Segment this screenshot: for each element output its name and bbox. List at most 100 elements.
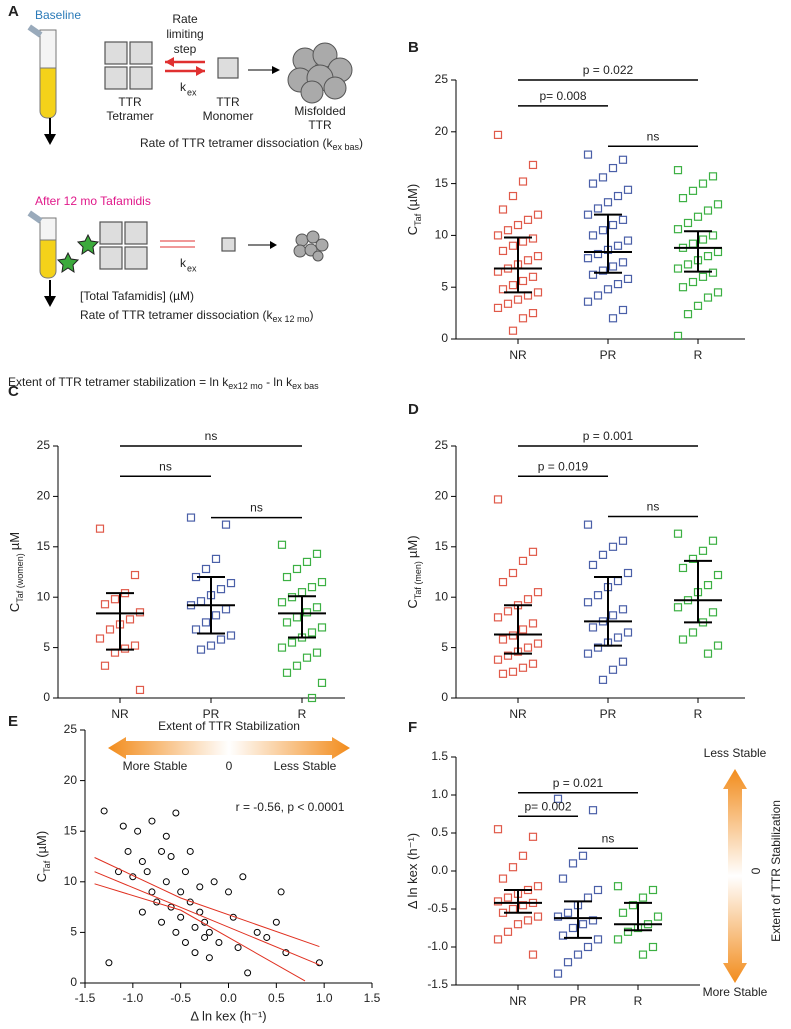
dot (533, 252, 543, 261)
y-tick-label: 1.0 (431, 787, 448, 801)
point (234, 944, 242, 952)
dot (523, 595, 533, 604)
dot (105, 625, 115, 634)
y-tick-label: 15 (37, 539, 51, 553)
y-tick-label: 15 (435, 176, 449, 190)
bracket-label: ns (159, 459, 172, 473)
dot (503, 927, 513, 936)
dot (628, 901, 638, 910)
dot (317, 577, 327, 587)
y-tick-label: 25 (435, 438, 449, 452)
tetramer (104, 41, 153, 90)
point (181, 868, 189, 876)
sub: ex bas (333, 142, 360, 152)
dot (307, 583, 317, 592)
dot (498, 285, 508, 294)
bracket-label: p = 0.022 (583, 63, 634, 77)
dot (503, 607, 513, 616)
x-tick-label: 1.0 (316, 991, 333, 1005)
dot (221, 605, 231, 614)
label: Tetramer (106, 109, 153, 123)
point (201, 933, 209, 941)
text: Rate of TTR tetramer dissociation (k (80, 308, 274, 322)
dot (613, 882, 623, 891)
dot (688, 554, 698, 563)
text: ) (310, 308, 314, 322)
stability-arrow (108, 737, 350, 759)
dot (292, 661, 302, 670)
y-axis-label-sub: Taf (women) (15, 553, 25, 603)
dot (638, 893, 648, 902)
dot (287, 593, 297, 602)
dot (533, 912, 543, 921)
panel-label: F (408, 719, 417, 736)
dot (528, 832, 538, 841)
dot (528, 309, 538, 318)
dot (673, 603, 683, 612)
dot (608, 262, 618, 271)
point (215, 939, 223, 947)
arrow-head (196, 66, 205, 76)
y-tick-label: 10 (435, 589, 449, 603)
dot (221, 520, 231, 529)
dot (493, 231, 503, 240)
point (134, 827, 142, 835)
dot (623, 185, 633, 194)
k-sub: ex (187, 263, 197, 273)
dot (613, 279, 623, 289)
dot (518, 177, 528, 186)
x-tick-label: -1.0 (122, 991, 143, 1005)
y-tick-label: 25 (37, 438, 51, 452)
arrow-head (272, 66, 280, 74)
label: TTR (118, 95, 142, 109)
dot (135, 685, 145, 695)
dot (120, 644, 130, 653)
dot (508, 326, 518, 335)
extent-label: Extent of TTR tetramer stabilization = l… (8, 375, 319, 391)
dot (558, 874, 568, 883)
label: TTR (216, 95, 240, 109)
text: ) (359, 136, 363, 150)
dot (673, 331, 683, 340)
panel-a: A Baseline Rate limiting step k ex TTR T… (8, 3, 363, 391)
dot (498, 577, 508, 587)
point (263, 933, 271, 941)
sub: ex 12 mo (273, 314, 310, 324)
dot (518, 314, 528, 323)
y-axis-label-unit: (µM) (34, 831, 49, 858)
bracket-label: ns (647, 129, 660, 143)
dot (533, 588, 543, 597)
y-axis-label-main: C (7, 603, 22, 612)
dot (593, 249, 603, 259)
text: Rate of TTR tetramer dissociation (k (140, 136, 334, 150)
y-axis-label-sub: Taf (42, 860, 52, 873)
dot (678, 283, 688, 292)
dot (282, 572, 292, 582)
point (205, 954, 213, 962)
dot (613, 576, 623, 586)
dot (713, 641, 723, 650)
dot (608, 611, 618, 620)
dot (713, 247, 723, 257)
dot (282, 668, 292, 677)
dot (312, 648, 322, 657)
y-tick-label: 10 (37, 589, 51, 603)
dot (518, 901, 528, 910)
dot (282, 618, 292, 627)
point (162, 832, 170, 840)
dot (523, 643, 533, 652)
dot (618, 908, 628, 917)
dot (277, 643, 287, 652)
dot (713, 570, 723, 580)
dot (100, 600, 110, 609)
fit-line (94, 871, 320, 966)
point (158, 847, 166, 855)
dot (493, 655, 503, 664)
dot (598, 550, 608, 559)
dot (618, 657, 628, 666)
dot (713, 200, 723, 209)
x-tick-label: NR (111, 707, 129, 721)
dot (201, 564, 211, 574)
dot (563, 958, 573, 967)
x-tick-label: PR (203, 707, 220, 721)
